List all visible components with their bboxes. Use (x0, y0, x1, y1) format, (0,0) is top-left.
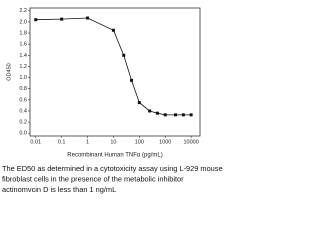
x-tick-label: 10000 (183, 139, 198, 145)
page: {"chart_data": {"type": "scatter", "x_la… (2, 7, 223, 194)
data-point (155, 111, 159, 115)
data-point (86, 16, 90, 20)
x-tick-label: 1000 (159, 139, 171, 145)
y-tick-label: 0.2 (19, 120, 27, 126)
x-tick-label: 0.01 (30, 139, 41, 145)
x-tick-label: 1 (86, 139, 89, 145)
x-tick-label: 100 (135, 139, 144, 145)
x-axis-label: Recombinant Human TNFα (pg/mL) (67, 153, 162, 159)
data-point (34, 18, 38, 22)
fit-line (35, 17, 192, 116)
y-tick-label: 0.6 (19, 97, 27, 103)
caption-line: actinomvcin D is less than 1 ng/mL (2, 185, 116, 194)
y-tick-label: 0.0 (19, 131, 27, 137)
chart: OD450 Recombinant Human TNFα (pg/mL) 0.0… (2, 7, 223, 194)
plot-frame (29, 7, 201, 137)
data-point (148, 109, 152, 113)
y-tick-label: 0.4 (19, 108, 27, 114)
y-tick-label: 0.8 (19, 86, 27, 92)
data-point (122, 53, 126, 57)
y-tick-label: 1.4 (19, 53, 27, 59)
data-point (60, 17, 64, 21)
y-tick-label: 2.0 (19, 19, 27, 25)
y-tick-label: 1.6 (19, 42, 27, 48)
data-point (163, 113, 167, 117)
data-point (174, 113, 178, 117)
y-tick-label: 1.8 (19, 30, 27, 36)
data-point (111, 28, 115, 32)
data-point (181, 113, 185, 117)
caption-line: The ED50 as determined in a cytotoxicity… (2, 164, 223, 173)
y-tick-label: 2.2 (19, 8, 27, 14)
x-tick-label: 0.1 (58, 139, 66, 145)
x-tick-label: 10 (110, 139, 116, 145)
data-point (130, 78, 134, 82)
caption-line: fibroblast cells in the presence of the … (2, 175, 184, 184)
y-tick-label: 1.2 (19, 64, 27, 70)
y-axis-label: OD450 (6, 63, 12, 80)
data-point (137, 101, 141, 105)
data-point (189, 113, 193, 117)
y-tick-label: 1.0 (19, 75, 27, 81)
